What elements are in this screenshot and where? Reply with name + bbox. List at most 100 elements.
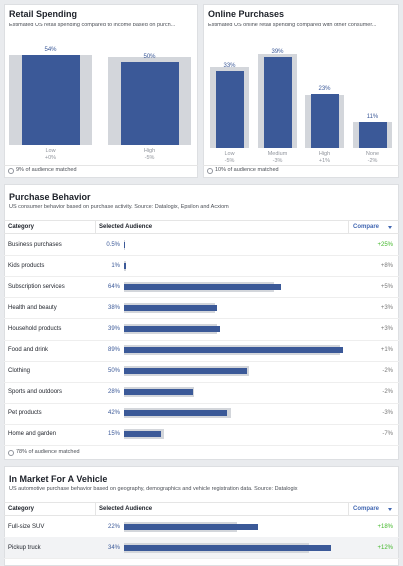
col-divider (95, 220, 96, 234)
row-compare: -3% (382, 410, 393, 417)
panel-title: Purchase Behavior (9, 192, 91, 202)
footer-icon (8, 168, 14, 174)
panel-footer: 9% of audience matched (16, 167, 77, 173)
row-compare: +5% (380, 283, 393, 290)
footer-icon (8, 450, 14, 456)
bar (124, 368, 247, 375)
row-compare: -2% (382, 389, 393, 396)
bar (124, 241, 126, 248)
panel (203, 4, 399, 178)
bar-category: Medium (267, 151, 288, 157)
row-divider (4, 423, 399, 425)
bar (124, 389, 193, 396)
row-category: Health and beauty (8, 304, 57, 311)
footer-icon (207, 168, 213, 174)
panel-title: Online Purchases (208, 9, 285, 19)
bar-value-label: 11% (366, 114, 379, 121)
bar-category: High (318, 151, 331, 157)
panel-subtitle: US automotive purchase behavior based on… (9, 486, 298, 492)
row-value-label: 50% (107, 368, 120, 375)
row-divider (4, 381, 399, 383)
row-divider (4, 318, 399, 320)
row-category: Pet products (8, 410, 42, 417)
row-value-label: 42% (107, 410, 120, 417)
row-category: Kids products (8, 262, 45, 269)
bar (359, 122, 387, 148)
panel-subtitle: Estimated US retail spending compared to… (9, 23, 176, 28)
row-divider (4, 297, 399, 299)
row-value-label: 22% (107, 523, 120, 530)
row-category: Sports and outdoors (8, 389, 63, 396)
bar-category: Low (224, 151, 235, 157)
bar-category: Low (45, 148, 56, 154)
row-value-label: 15% (107, 431, 120, 438)
row-value-label: 28% (107, 389, 120, 396)
panel-subtitle: US consumer behavior based on purchase a… (9, 204, 229, 210)
row-value-label: 39% (107, 325, 120, 332)
row-divider (4, 402, 399, 404)
row-divider (4, 276, 399, 278)
sort-arrow (388, 226, 392, 229)
col-divider (348, 220, 349, 234)
col-divider (348, 502, 349, 516)
bar (22, 54, 80, 145)
row-divider (4, 445, 399, 446)
row-value-label: 38% (107, 304, 120, 311)
bar (124, 410, 228, 417)
row-compare: -7% (382, 431, 393, 438)
bar-value-label: 33% (223, 63, 236, 70)
sort-button[interactable]: Compare (353, 224, 380, 230)
column-header: Selected Audience (99, 224, 153, 230)
bar-value-label: 54% (44, 46, 57, 53)
bar-compare: -3% (272, 158, 283, 164)
row-compare: +3% (380, 325, 393, 332)
col-divider (95, 502, 96, 516)
bar-value-label: 50% (143, 53, 156, 60)
row-divider (4, 339, 399, 341)
row-divider (4, 558, 399, 560)
row-compare: +3% (380, 304, 393, 311)
bar-value-label: 23% (318, 86, 331, 93)
row-category: Business purchases (8, 241, 62, 248)
row-category: Food and drink (8, 347, 49, 354)
panel-footer: 10% of audience matched (215, 167, 279, 173)
bar (124, 325, 220, 332)
row-category: Full-size SUV (8, 523, 45, 530)
bar (121, 61, 179, 145)
bar (124, 431, 161, 438)
bar (264, 57, 292, 148)
row-category: Subscription services (8, 283, 65, 290)
bar (124, 304, 218, 311)
bar (311, 94, 339, 148)
bar-category: High (143, 148, 156, 154)
bar (124, 283, 282, 290)
column-header: Category (8, 224, 35, 230)
row-category: Clothing (8, 368, 31, 375)
bar (124, 523, 259, 530)
bar-compare: -5% (144, 155, 155, 161)
column-header: Selected Audience (99, 506, 153, 512)
header-row (4, 502, 399, 516)
column-header: Category (8, 506, 35, 512)
row-compare: +18% (377, 523, 393, 530)
bar (216, 71, 244, 148)
row-category: Pickup truck (8, 544, 41, 551)
row-compare: +1% (380, 347, 393, 354)
panel-footer: 78% of audience matched (16, 449, 80, 455)
footer-divider (4, 165, 198, 166)
bar (124, 347, 343, 354)
header-row (4, 220, 399, 234)
row-divider (4, 360, 399, 362)
sort-button[interactable]: Compare (353, 506, 380, 512)
row-value-label: 64% (107, 283, 120, 290)
row-category: Household products (8, 325, 62, 332)
bar-category: None (365, 151, 380, 157)
bar-compare: +1% (318, 158, 331, 164)
row-compare: +8% (380, 262, 393, 269)
panel-title: In Market For A Vehicle (9, 474, 108, 484)
row-compare: +12% (377, 544, 393, 551)
row-compare: +25% (377, 241, 393, 248)
row-category: Home and garden (8, 431, 57, 438)
sort-arrow (388, 508, 392, 511)
